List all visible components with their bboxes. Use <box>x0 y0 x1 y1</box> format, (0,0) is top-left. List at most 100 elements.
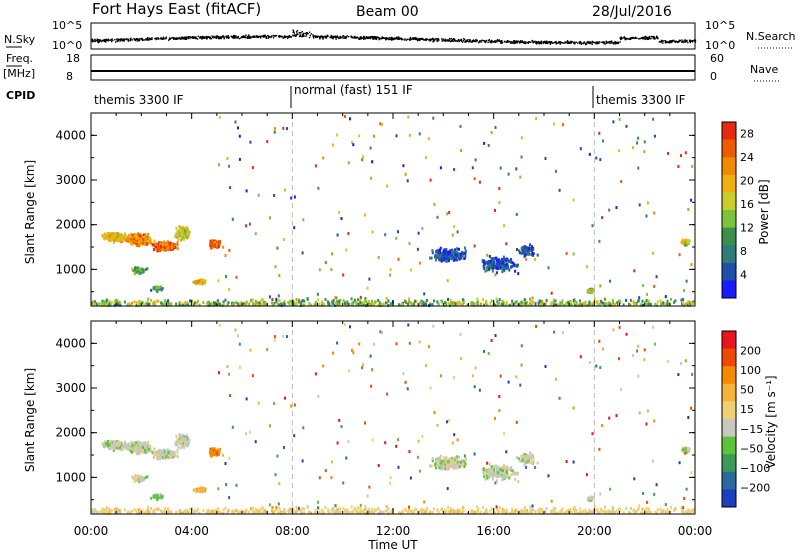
nsky-point <box>465 40 466 41</box>
power-cell <box>618 149 620 152</box>
nsky-point <box>171 37 172 38</box>
power-cell <box>444 301 446 304</box>
power-cell <box>504 258 506 261</box>
power-cell <box>402 164 404 167</box>
nsky-point <box>664 40 665 41</box>
power-cell <box>573 253 575 256</box>
power-cell <box>486 254 488 257</box>
power-cell <box>160 242 162 245</box>
power-cell <box>457 230 459 233</box>
nsky-point <box>640 38 641 39</box>
power-cell <box>677 165 679 168</box>
nsky-point <box>366 36 367 37</box>
nsky-point <box>501 40 502 41</box>
power-cell <box>479 181 481 184</box>
power-cell <box>368 300 370 303</box>
velocity-cell <box>164 454 166 457</box>
nsky-point <box>649 38 650 39</box>
nsky-point <box>587 41 588 42</box>
colorbar-swatch <box>722 140 736 158</box>
power-cell <box>488 144 490 147</box>
velocity-cell <box>112 444 114 447</box>
nsky-point <box>133 38 134 39</box>
power-cell <box>317 298 319 301</box>
nsky-point <box>517 41 518 42</box>
power-cell <box>637 300 639 303</box>
power-cell <box>149 303 151 306</box>
nsky-point <box>669 40 670 41</box>
nsky-point <box>607 42 608 43</box>
power-cell <box>483 142 485 145</box>
power-cell <box>262 298 264 301</box>
power-cell <box>525 258 527 261</box>
nsky-point <box>204 37 205 38</box>
power-cell <box>168 243 170 246</box>
power-cell <box>526 249 528 252</box>
nsky-point <box>510 43 511 44</box>
velocity-cell <box>185 438 187 441</box>
nsky-point <box>338 38 339 39</box>
power-cell <box>164 299 166 302</box>
nsky-point <box>309 37 310 38</box>
power-cell <box>296 298 298 301</box>
power-cell <box>436 251 438 254</box>
nsky-point <box>379 39 380 40</box>
power-cell <box>386 185 388 188</box>
nsky-point <box>221 38 222 39</box>
power-cell <box>145 303 147 306</box>
power-cell <box>236 276 238 279</box>
nsky-point <box>287 38 288 39</box>
nsky-point <box>410 37 411 38</box>
power-cell <box>127 303 129 306</box>
power-cell <box>389 274 391 277</box>
power-cell <box>284 189 286 192</box>
power-cell <box>667 300 669 303</box>
power-cell <box>447 252 449 255</box>
power-cell <box>332 144 334 147</box>
power-cell <box>588 301 590 304</box>
power-cell <box>664 303 666 306</box>
power-cell <box>511 300 513 303</box>
nsky-point <box>378 37 379 38</box>
nsky-point <box>257 37 258 38</box>
power-cell <box>630 299 632 302</box>
power-cell <box>219 116 221 119</box>
power-cell <box>642 284 644 287</box>
power-cell <box>667 152 669 155</box>
power-cell <box>592 224 594 227</box>
power-cell <box>186 236 188 239</box>
nsky-point <box>592 41 593 42</box>
nsky-point <box>442 40 443 41</box>
nsky-point <box>335 38 336 39</box>
nsky-point <box>116 39 117 40</box>
nsky-point <box>346 37 347 38</box>
power-cell <box>141 268 143 271</box>
nsky-point <box>449 40 450 41</box>
power-cell <box>598 240 600 243</box>
power-cell <box>275 265 277 268</box>
power-cell <box>131 268 133 271</box>
power-cell <box>637 167 639 170</box>
power-cell <box>690 199 692 202</box>
power-cell <box>216 244 218 247</box>
nsky-point <box>550 42 551 43</box>
power-cell <box>227 301 229 304</box>
nsky-point <box>635 37 636 38</box>
power-cell <box>456 247 458 250</box>
power-cell <box>551 292 553 295</box>
power-cell <box>178 238 180 241</box>
power-cell <box>524 253 526 256</box>
nsky-point <box>654 38 655 39</box>
power-cell <box>287 301 289 304</box>
nsky-point <box>528 41 529 42</box>
velocity-cell <box>128 443 130 446</box>
power-cell <box>541 301 543 304</box>
y-tick-label: 4000 <box>55 128 86 142</box>
power-cell <box>207 301 209 304</box>
nsky-point <box>182 37 183 38</box>
power-cell <box>686 280 688 283</box>
power-cell <box>302 251 304 254</box>
power-cell <box>373 135 375 138</box>
